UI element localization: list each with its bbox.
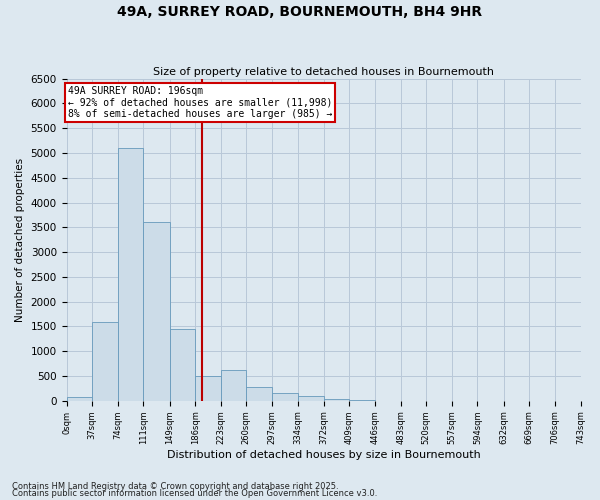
Bar <box>118 148 143 401</box>
Text: Contains public sector information licensed under the Open Government Licence v3: Contains public sector information licen… <box>12 490 377 498</box>
Bar <box>324 398 349 401</box>
Title: Size of property relative to detached houses in Bournemouth: Size of property relative to detached ho… <box>153 66 494 76</box>
Bar <box>298 396 324 401</box>
Bar <box>247 387 272 401</box>
Bar <box>221 370 247 401</box>
Bar <box>195 376 221 401</box>
Text: 49A SURREY ROAD: 196sqm
← 92% of detached houses are smaller (11,998)
8% of semi: 49A SURREY ROAD: 196sqm ← 92% of detache… <box>68 86 332 120</box>
Y-axis label: Number of detached properties: Number of detached properties <box>15 158 25 322</box>
Bar <box>349 400 375 401</box>
Bar <box>67 398 92 401</box>
Text: Contains HM Land Registry data © Crown copyright and database right 2025.: Contains HM Land Registry data © Crown c… <box>12 482 338 491</box>
X-axis label: Distribution of detached houses by size in Bournemouth: Distribution of detached houses by size … <box>167 450 481 460</box>
Bar <box>92 322 118 401</box>
Bar <box>170 329 195 401</box>
Text: 49A, SURREY ROAD, BOURNEMOUTH, BH4 9HR: 49A, SURREY ROAD, BOURNEMOUTH, BH4 9HR <box>118 5 482 19</box>
Bar <box>272 394 298 401</box>
Bar <box>143 222 170 401</box>
